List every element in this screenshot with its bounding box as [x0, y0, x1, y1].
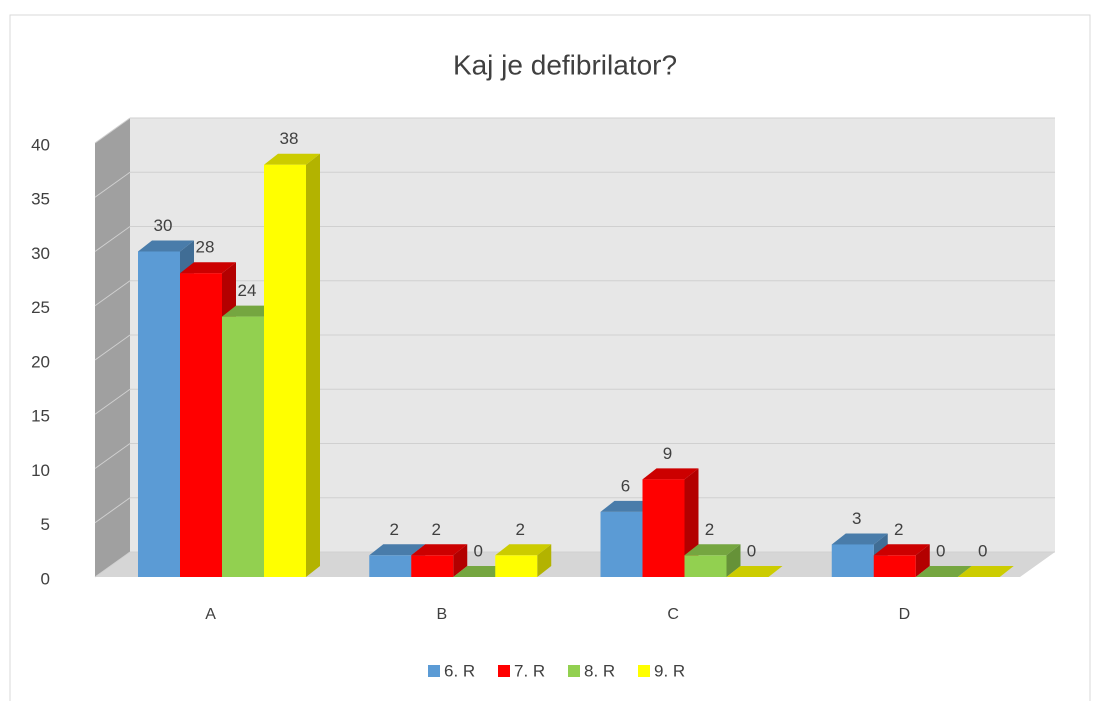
data-label: 2: [390, 520, 399, 539]
bar: [831, 544, 874, 577]
side-grid-line: [94, 388, 131, 415]
side-grid-line: [94, 171, 131, 198]
bar-top: [411, 544, 468, 556]
data-label: 0: [978, 541, 987, 560]
bar-top: [684, 544, 741, 556]
bar: [222, 316, 264, 577]
side-grid-line: [94, 226, 131, 252]
floor: [95, 552, 1055, 577]
bar-side: [726, 544, 741, 577]
y-tick-label: 20: [31, 352, 50, 371]
x-tick-label: B: [437, 606, 448, 623]
bar-top: [873, 544, 930, 556]
bar-top: [495, 544, 552, 556]
data-label: 2: [432, 520, 441, 539]
y-tick-label: 25: [31, 298, 50, 317]
bar: [180, 273, 222, 577]
x-tick-label: D: [899, 606, 911, 623]
data-label: 24: [238, 281, 257, 300]
bar-top: [264, 153, 320, 165]
legend-swatch: [638, 665, 650, 677]
y-tick-label: 30: [31, 244, 50, 263]
legend-swatch: [428, 665, 440, 677]
data-label: 30: [154, 216, 173, 235]
legend-label: 6. R: [444, 661, 475, 680]
data-label: 2: [894, 520, 903, 539]
data-label: 6: [621, 476, 630, 495]
bar: [873, 555, 916, 577]
bar-top: [642, 468, 699, 480]
data-label: 2: [516, 520, 525, 539]
data-label: 3: [852, 509, 861, 528]
bar: [411, 555, 454, 577]
data-label: 0: [474, 541, 483, 560]
bar-top: [369, 544, 426, 556]
legend-label: 7. R: [514, 661, 545, 680]
data-label: 0: [747, 541, 756, 560]
bar: [138, 251, 180, 577]
legend-swatch: [568, 665, 580, 677]
bar: [264, 164, 306, 577]
bar-top: [957, 566, 1014, 577]
bar: [684, 555, 727, 577]
y-tick-label: 0: [41, 569, 50, 588]
bar-top: [726, 566, 783, 577]
data-label: 2: [705, 520, 714, 539]
side-grid-line: [94, 280, 131, 307]
side-grid-line: [94, 551, 131, 578]
legend-label: 8. R: [584, 661, 615, 680]
bar-side: [453, 544, 468, 577]
side-grid-line: [94, 334, 131, 361]
bar-side: [306, 153, 320, 577]
legend-label: 9. R: [654, 661, 685, 680]
side-grid-line: [94, 497, 131, 524]
legend-swatch: [498, 665, 510, 677]
data-label: 28: [196, 238, 215, 257]
y-tick-label: 15: [31, 407, 50, 426]
bar-top: [915, 566, 972, 577]
bar-side: [537, 544, 552, 577]
side-grid-line: [94, 443, 131, 469]
chart-title: Kaj je defibrilator?: [453, 49, 677, 80]
x-tick-label: C: [667, 606, 679, 623]
data-label: 9: [663, 444, 672, 463]
y-tick-label: 10: [31, 461, 50, 480]
side-grid-line: [94, 117, 131, 144]
bar: [495, 555, 538, 577]
data-label: 0: [936, 541, 945, 560]
bar: [600, 511, 643, 577]
x-tick-label: A: [205, 606, 216, 623]
bar-top: [831, 533, 888, 545]
y-tick-label: 35: [31, 190, 50, 209]
data-label: 38: [280, 129, 299, 148]
y-tick-label: 40: [31, 135, 50, 154]
bar-side: [915, 544, 930, 577]
bar-top: [180, 262, 236, 274]
y-tick-label: 5: [41, 515, 50, 534]
bar: [642, 479, 685, 577]
bar-top: [138, 240, 194, 252]
bar: [369, 555, 412, 577]
